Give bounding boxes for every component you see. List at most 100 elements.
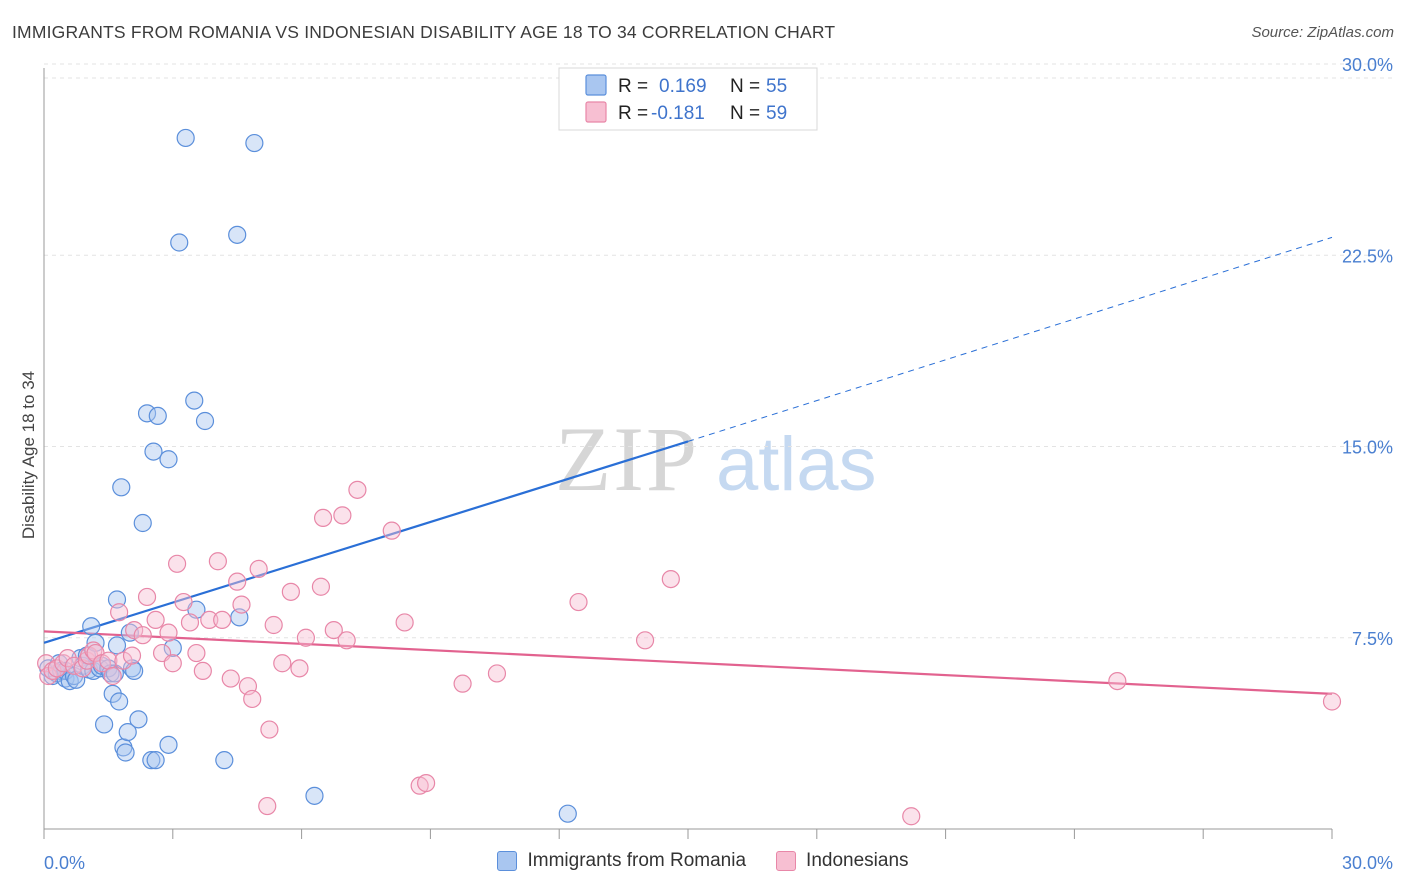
indonesian-point-52 xyxy=(382,521,401,540)
indonesian-point-35 xyxy=(232,595,251,614)
indonesian-point-53 xyxy=(395,613,414,632)
romania-point-52 xyxy=(245,133,264,153)
romania-point-35 xyxy=(133,513,152,533)
indonesian-point-60 xyxy=(661,569,680,589)
legend-swatch-indonesian xyxy=(585,101,607,123)
legend-n-label-indonesian: N = xyxy=(730,103,760,124)
watermark-zip: ZIP xyxy=(555,408,699,510)
romania-point-44 xyxy=(170,233,189,252)
y-tick-label-0: 7.5% xyxy=(1352,629,1393,649)
indonesian-point-38 xyxy=(249,559,268,579)
y-axis-tick-labels: 7.5% 15.0% 22.5% 30.0% xyxy=(1342,55,1393,649)
indonesian-point-29 xyxy=(193,661,212,681)
romania-trend-extension xyxy=(687,236,1333,442)
indonesian-point-24 xyxy=(163,654,182,673)
x-axis-ticks xyxy=(43,829,1333,839)
legend-swatch-romania xyxy=(585,74,607,96)
indonesian-point-28 xyxy=(187,643,206,663)
indonesian-point-46 xyxy=(311,577,331,596)
indonesian-point-19 xyxy=(133,626,152,645)
watermark: ZIP atlas xyxy=(555,408,877,510)
indonesian-point-31 xyxy=(208,552,227,571)
chart-title: IMMIGRANTS FROM ROMANIA VS INDONESIAN DI… xyxy=(12,22,836,42)
romania-point-53 xyxy=(305,786,324,805)
romania-point-34 xyxy=(129,710,148,729)
indonesian-point-61 xyxy=(902,807,921,826)
legend-r-value-romania: 0.169 xyxy=(659,76,707,97)
romania-point-41 xyxy=(159,450,178,469)
romania-point-14 xyxy=(82,617,101,636)
indonesian-point-57 xyxy=(487,664,507,683)
indonesian-point-62 xyxy=(1108,671,1127,691)
indonesian-point-55 xyxy=(417,773,436,793)
watermark-atlas: atlas xyxy=(716,422,877,507)
indonesian-point-30 xyxy=(200,610,219,630)
indonesian-point-50 xyxy=(337,631,356,650)
y-tick-label-2: 22.5% xyxy=(1342,246,1393,266)
indonesian-point-25 xyxy=(167,554,187,573)
indonesian-point-33 xyxy=(221,669,240,688)
indonesian-point-44 xyxy=(258,796,277,816)
series-legend: Immigrants from Romania Indonesians xyxy=(0,850,1406,872)
series-legend-item-indonesian: Indonesians xyxy=(776,850,909,872)
indonesian-point-63 xyxy=(1322,692,1342,711)
romania-point-19 xyxy=(95,715,114,734)
y-tick-label-1: 15.0% xyxy=(1342,438,1393,458)
indonesian-point-17 xyxy=(122,646,142,665)
indonesian-point-47 xyxy=(313,508,333,528)
romania-point-40 xyxy=(148,406,167,425)
indonesian-point-42 xyxy=(281,582,300,601)
romania-point-42 xyxy=(159,735,178,754)
indonesian-point-21 xyxy=(146,610,165,630)
series-legend-label-indonesian: Indonesians xyxy=(806,850,909,871)
romania-point-46 xyxy=(185,391,204,410)
gridlines xyxy=(44,63,1393,639)
series-legend-item-romania: Immigrants from Romania xyxy=(497,850,746,872)
indonesian-point-41 xyxy=(273,654,292,673)
romania-point-26 xyxy=(110,692,129,711)
indonesian-point-15 xyxy=(110,603,129,622)
indonesian-point-34 xyxy=(228,572,247,591)
romania-point-24 xyxy=(107,636,127,655)
indonesian-point-56 xyxy=(453,674,472,693)
series-indonesian-points xyxy=(37,480,1342,826)
indonesian-point-58 xyxy=(569,592,588,612)
trend-lines xyxy=(43,236,1333,695)
indonesian-point-32 xyxy=(213,610,232,630)
romania-point-48 xyxy=(195,411,215,431)
romania-point-27 xyxy=(112,478,131,497)
romania-point-50 xyxy=(228,225,247,244)
indonesian-point-45 xyxy=(296,628,315,647)
x-tick-label-30: 30.0% xyxy=(1342,853,1393,873)
series-legend-label-romania: Immigrants from Romania xyxy=(527,850,747,871)
romania-point-39 xyxy=(146,751,165,770)
romania-point-45 xyxy=(176,128,195,148)
y-axis-label: Disability Age 18 to 34 xyxy=(19,371,38,539)
indonesian-trend-line xyxy=(43,630,1333,695)
y-tick-label-3: 30.0% xyxy=(1342,55,1393,75)
legend-n-label-romania: N = xyxy=(730,76,760,97)
legend-n-value-indonesian: 59 xyxy=(766,103,787,124)
indonesian-point-23 xyxy=(159,623,178,642)
legend-r-label-romania: R = xyxy=(618,76,648,97)
legend-n-value-romania: 55 xyxy=(766,76,787,97)
indonesian-point-27 xyxy=(180,613,200,632)
indonesian-point-59 xyxy=(635,631,655,650)
indonesian-point-26 xyxy=(174,592,193,612)
legend-r-value-indonesian: -0.181 xyxy=(651,103,705,124)
romania-point-37 xyxy=(142,751,161,770)
indonesian-point-51 xyxy=(348,480,367,499)
x-tick-label-0: 0.0% xyxy=(44,853,85,873)
series-romania-points xyxy=(39,128,577,823)
indonesian-point-49 xyxy=(333,506,352,525)
indonesian-point-18 xyxy=(125,620,144,640)
series-legend-swatch-indonesian xyxy=(776,851,797,871)
romania-point-38 xyxy=(144,442,163,461)
indonesian-point-20 xyxy=(137,587,157,607)
romania-point-54 xyxy=(558,804,577,823)
legend-r-label-indonesian: R = xyxy=(618,103,648,124)
romania-point-49 xyxy=(215,751,234,770)
indonesian-point-43 xyxy=(290,659,309,678)
correlation-legend: R = 0.169 N = 55 R = -0.181 N = 59 xyxy=(558,67,818,131)
